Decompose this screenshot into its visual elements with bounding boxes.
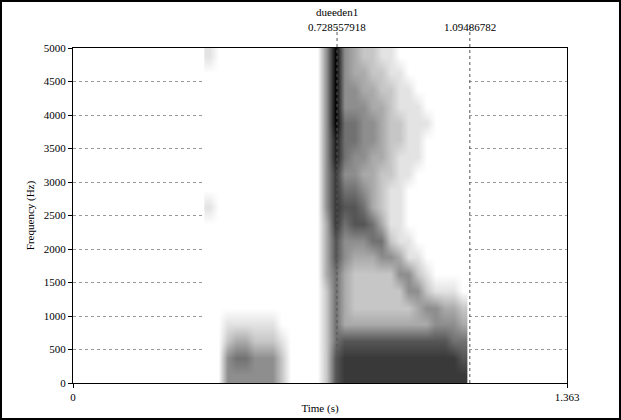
svg-text:1.363: 1.363	[555, 391, 580, 403]
svg-text:4000: 4000	[44, 109, 67, 121]
svg-text:1.09486782: 1.09486782	[444, 21, 496, 33]
svg-text:dueeden1: dueeden1	[316, 6, 358, 18]
svg-text:1500: 1500	[44, 276, 67, 288]
svg-text:4500: 4500	[44, 75, 67, 87]
svg-text:0: 0	[60, 377, 66, 389]
svg-text:3500: 3500	[44, 142, 67, 154]
svg-text:0: 0	[70, 391, 76, 403]
svg-text:500: 500	[49, 343, 66, 355]
svg-text:Time (s): Time (s)	[301, 402, 339, 415]
svg-text:3000: 3000	[44, 176, 67, 188]
svg-text:2500: 2500	[44, 209, 67, 221]
svg-text:0.728557918: 0.728557918	[308, 21, 366, 33]
svg-text:Frequency (Hz): Frequency (Hz)	[24, 181, 37, 251]
svg-text:2000: 2000	[44, 243, 67, 255]
svg-text:1000: 1000	[44, 310, 67, 322]
svg-text:5000: 5000	[44, 42, 67, 54]
